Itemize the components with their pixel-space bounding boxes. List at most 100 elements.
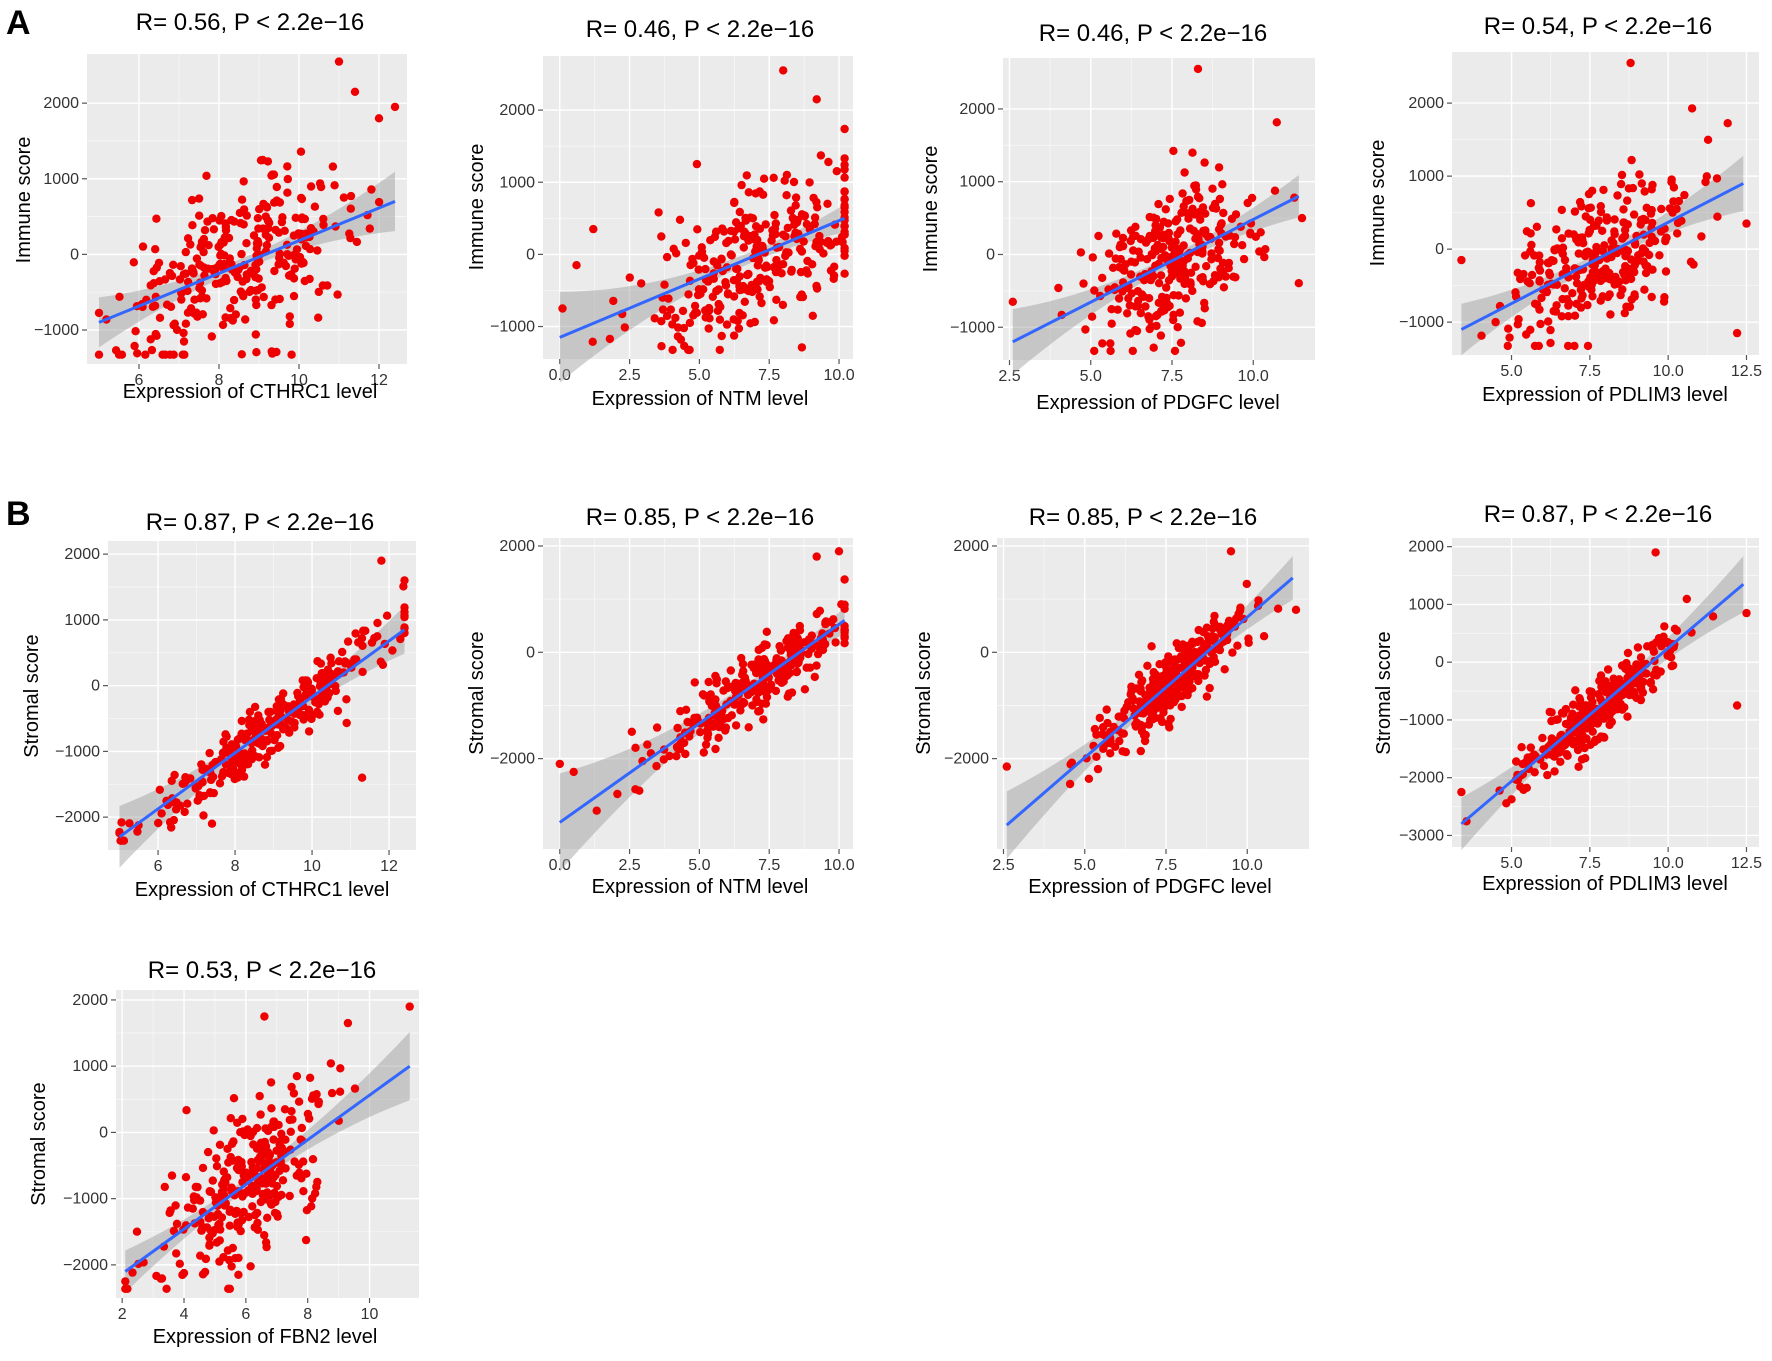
data-point: [221, 226, 231, 235]
chart-immune-pdlim3: 5.0 7.5 10.0 12.5 −1000 0 1000 2000 R= 0.54, P <…: [1367, 13, 1762, 406]
data-point: [1588, 292, 1597, 301]
data-point: [1230, 239, 1239, 249]
data-point: [1130, 258, 1140, 267]
data-point: [331, 686, 340, 696]
data-point: [1662, 638, 1671, 648]
data-point: [275, 253, 284, 263]
chart-immune-ntm: 0.0 2.5 5.0 7.5 10.0 −1000 0 1000 2000 R= 0.46, P…: [466, 16, 855, 410]
data-point: [1128, 346, 1138, 356]
data-point: [1596, 671, 1606, 680]
data-point: [1513, 268, 1522, 277]
data-point: [609, 296, 618, 306]
data-point: [350, 1084, 360, 1093]
data-point: [256, 156, 266, 165]
data-point: [338, 647, 347, 657]
data-point: [701, 264, 710, 274]
data-point: [117, 818, 126, 827]
data-point: [132, 1227, 142, 1236]
data-point: [1154, 199, 1163, 209]
data-point: [808, 311, 817, 320]
data-point: [280, 1105, 290, 1114]
y-tick-label: 0: [99, 1124, 108, 1141]
data-point: [1113, 305, 1122, 314]
data-point: [1621, 276, 1630, 285]
data-point: [260, 1195, 270, 1204]
data-point: [273, 1212, 282, 1221]
x-tick-label: 8: [215, 372, 224, 389]
data-point: [1630, 688, 1639, 697]
data-point: [662, 252, 672, 262]
data-point: [735, 207, 744, 217]
data-point: [795, 653, 805, 663]
data-point: [1547, 716, 1556, 726]
data-point: [147, 345, 157, 355]
data-point: [1106, 346, 1115, 356]
data-point: [346, 204, 355, 213]
data-point: [1112, 229, 1121, 238]
data-point: [169, 260, 178, 269]
data-point: [1680, 190, 1689, 200]
data-point: [1647, 185, 1656, 194]
x-axis-label: Expression of CTHRC1 level: [135, 879, 390, 901]
x-tick-label: 5.0: [1074, 857, 1096, 874]
data-point: [1669, 197, 1678, 206]
data-point: [1149, 343, 1158, 352]
data-point: [1616, 179, 1626, 189]
data-point: [1601, 677, 1610, 686]
data-point: [1161, 658, 1170, 667]
data-point: [237, 1157, 246, 1167]
data-point: [226, 762, 235, 772]
data-point: [1652, 671, 1661, 680]
data-point: [1543, 258, 1553, 267]
data-point: [1526, 199, 1536, 208]
data-point: [1578, 235, 1587, 244]
data-point: [235, 734, 244, 743]
data-point: [1146, 275, 1156, 285]
data-point: [840, 201, 849, 210]
data-point: [149, 267, 158, 276]
x-tick-label: 10: [290, 372, 308, 389]
data-point: [787, 632, 797, 642]
data-point: [1208, 184, 1217, 193]
data-point: [343, 637, 353, 646]
data-point: [1577, 202, 1586, 211]
data-point: [1574, 762, 1583, 771]
data-point: [207, 1212, 216, 1221]
data-point: [810, 213, 820, 222]
data-point: [236, 1208, 245, 1218]
data-point: [343, 659, 352, 668]
x-tick-label: 0.0: [549, 857, 571, 874]
data-point: [269, 1117, 278, 1126]
data-point: [1126, 270, 1136, 279]
y-tick-label: −1000: [1399, 314, 1444, 331]
data-point: [285, 312, 294, 321]
data-point: [690, 301, 700, 311]
data-point: [157, 1274, 167, 1283]
data-point: [272, 182, 281, 192]
y-tick-label: 1000: [1408, 596, 1444, 613]
data-point: [94, 308, 104, 318]
data-point: [1570, 341, 1579, 351]
data-point: [162, 1284, 171, 1294]
regression-line: [559, 216, 846, 339]
data-point: [654, 208, 663, 217]
data-point: [306, 224, 316, 233]
data-point: [1208, 633, 1218, 643]
data-point: [703, 277, 713, 286]
data-point: [1150, 676, 1159, 686]
data-point: [297, 1123, 306, 1133]
data-point: [1008, 297, 1017, 306]
data-point: [1538, 733, 1547, 743]
data-point: [242, 239, 251, 248]
data-point: [1129, 246, 1138, 255]
data-point: [1532, 300, 1542, 309]
data-point: [1577, 701, 1586, 710]
data-point: [1213, 253, 1223, 263]
data-point: [242, 729, 251, 739]
data-point: [689, 311, 698, 320]
data-point: [258, 741, 267, 751]
data-point: [1503, 341, 1513, 351]
y-tick-label: −3000: [1399, 827, 1444, 844]
data-point: [167, 823, 176, 832]
data-point: [1106, 749, 1115, 758]
